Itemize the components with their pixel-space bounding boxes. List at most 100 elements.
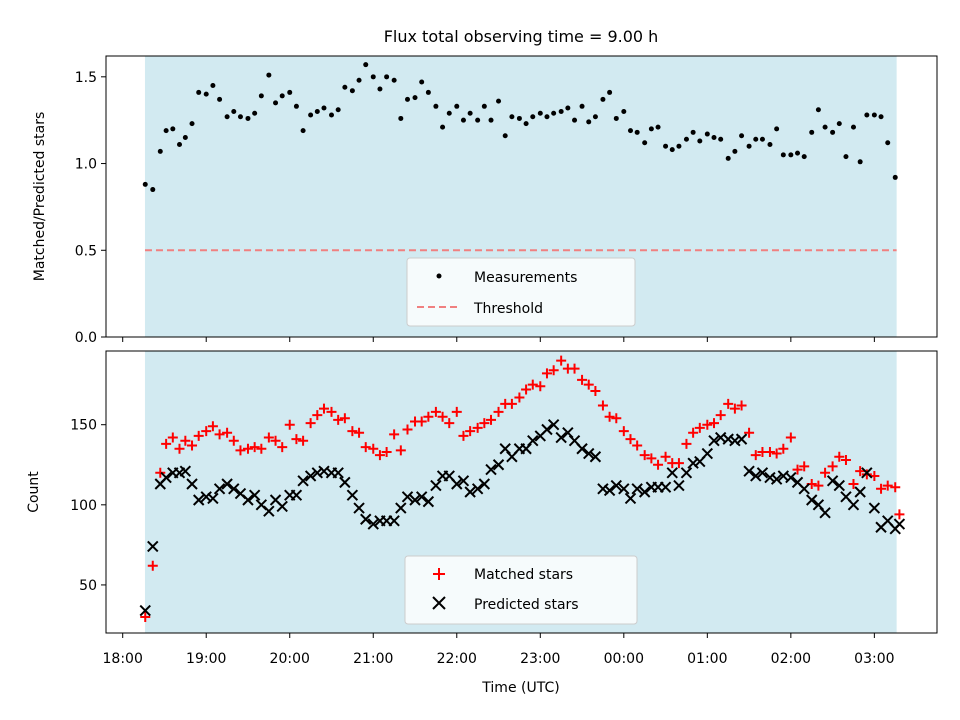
measurement-point <box>788 152 794 158</box>
matched-star-point <box>318 403 329 414</box>
predicted-star-point <box>819 507 831 519</box>
predicted-star-point <box>527 435 539 447</box>
predicted-star-point <box>631 483 643 495</box>
y-tick-label: 150 <box>70 418 97 434</box>
ratio-y-ticks: 0.0 0.5 1.0 1.5 <box>75 70 106 346</box>
count-y-axis-label: Count <box>26 471 42 513</box>
predicted-star-point <box>770 473 783 485</box>
measurement-point <box>621 109 627 115</box>
predicted-star-point <box>729 435 741 447</box>
matched-star-point <box>729 403 740 414</box>
matched-star-point <box>451 406 462 417</box>
predicted-star-point <box>430 479 442 492</box>
matched-star-point <box>535 381 546 392</box>
matched-star-point <box>180 435 191 446</box>
matched-star-point <box>715 410 726 421</box>
predicted-star-point <box>485 463 497 476</box>
measurement-point <box>170 126 176 132</box>
matched-star-point <box>625 434 636 445</box>
matched-star-point <box>207 421 218 432</box>
measurement-point <box>801 154 807 160</box>
measurement-point <box>565 105 571 111</box>
matched-star-point <box>395 445 406 456</box>
matched-star-point <box>458 430 469 441</box>
measurement-point <box>404 96 410 102</box>
matched-star-point <box>840 454 851 465</box>
measurement-point <box>279 93 285 99</box>
measurement-points <box>142 62 898 193</box>
matched-star-point <box>402 424 413 435</box>
predicted-star-point <box>290 489 303 501</box>
ratio-panel-frame <box>105 55 938 338</box>
measurement-point <box>287 89 293 95</box>
matched-star-point <box>444 418 455 429</box>
matched-star-point <box>326 406 337 417</box>
measurement-point <box>384 74 390 80</box>
predicted-star-point <box>673 479 685 492</box>
predicted-star-point <box>221 478 233 490</box>
predicted-star-point <box>139 604 151 617</box>
predicted-star-point <box>367 518 379 530</box>
matched-star-point <box>861 469 872 480</box>
matched-star-point <box>894 509 905 520</box>
matched-star-point <box>618 426 629 437</box>
matched-star-point <box>771 448 782 459</box>
matched-star-point <box>639 450 650 461</box>
measurement-point <box>419 79 425 85</box>
matched-star-point <box>723 398 734 409</box>
matched-star-point <box>256 443 267 454</box>
measurement-point <box>579 103 585 109</box>
y-tick-label: 100 <box>70 498 97 514</box>
matched-star-point <box>201 426 212 437</box>
predicted-star-point <box>854 486 866 498</box>
count-panel: 50 100 150 18:00 19:00 20:00 21:00 22:00 23:00 0… <box>26 351 938 696</box>
measurement-point <box>314 109 320 115</box>
predicted-star-point <box>263 505 275 517</box>
matched-star-point <box>848 478 859 489</box>
predicted-star-point <box>478 478 491 490</box>
measurement-point <box>502 133 508 139</box>
x-tick-label: 20:00 <box>270 651 310 667</box>
measurement-point <box>433 103 439 109</box>
measurement-point <box>509 114 515 120</box>
legend-measurements-label: Measurements <box>474 270 577 286</box>
predicted-star-point <box>388 515 400 527</box>
legend-threshold-label: Threshold <box>473 301 543 317</box>
measurement-point <box>857 159 863 165</box>
matched-star-point <box>556 355 567 366</box>
predicted-star-point <box>618 483 630 495</box>
matched-star-point <box>312 410 323 421</box>
count-legend: Matched stars Predicted stars <box>404 555 638 625</box>
predicted-star-point <box>160 471 172 484</box>
matched-star-point <box>465 426 476 437</box>
predicted-star-point <box>415 491 428 503</box>
predicted-star-point <box>735 433 748 445</box>
measurement-point <box>850 124 856 130</box>
measurement-point <box>356 77 362 83</box>
predicted-star-point <box>708 435 720 447</box>
matched-star-point <box>222 427 233 438</box>
measurement-point <box>300 128 306 134</box>
predicted-star-point <box>353 502 365 514</box>
predicted-star-point <box>610 479 622 492</box>
predicted-star-point <box>179 465 192 477</box>
measurement-point <box>398 115 404 121</box>
matched-star-point <box>506 398 517 409</box>
measurement-point <box>725 155 731 161</box>
predicted-star-point <box>847 499 860 511</box>
matched-star-point <box>827 461 838 472</box>
x-tick-label: 19:00 <box>186 651 226 667</box>
predicted-star-point <box>346 489 359 501</box>
matched-star-point <box>228 435 239 446</box>
predicted-star-point <box>555 431 567 444</box>
predicted-star-point <box>893 518 906 530</box>
matched-star-point <box>242 443 253 454</box>
matched-star-point <box>187 440 198 451</box>
legend-predicted-marker <box>432 596 446 610</box>
measurement-point <box>377 86 383 92</box>
measurement-point <box>335 107 341 113</box>
measurement-point <box>739 133 745 139</box>
predicted-star-point <box>492 459 505 471</box>
x-tick-label: 01:00 <box>687 651 727 667</box>
matched-star-point <box>673 458 684 469</box>
